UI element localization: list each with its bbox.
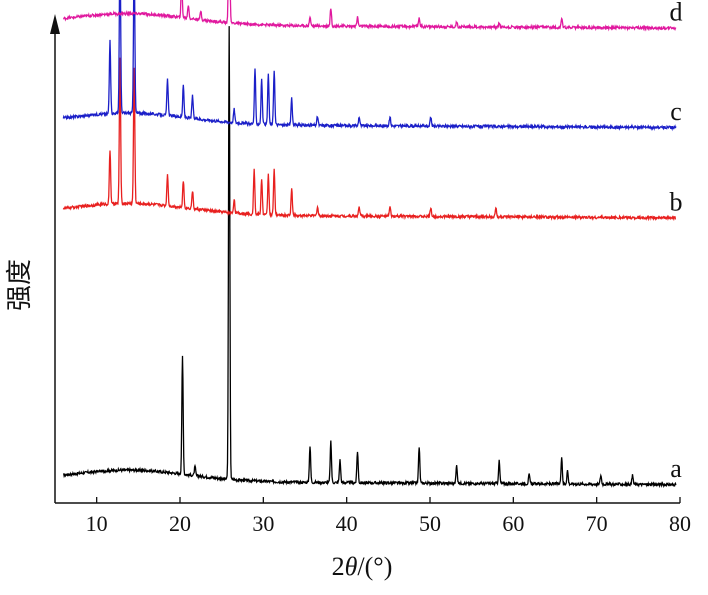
series-label-d: d	[670, 0, 683, 26]
x-axis-title: 2θ/(°)	[332, 552, 393, 581]
series-label-c: c	[670, 97, 682, 126]
x-tick-label: 70	[586, 511, 608, 536]
x-tick-label: 50	[419, 511, 441, 536]
y-axis-arrow-icon	[50, 14, 60, 34]
series-line-a	[63, 26, 677, 489]
x-tick-label: 10	[86, 511, 108, 536]
series-labels: a b c d	[670, 0, 683, 483]
x-tick-label: 60	[502, 511, 524, 536]
series-lines	[62, 0, 677, 489]
series-label-a: a	[670, 454, 682, 483]
x-tick-label: 40	[336, 511, 358, 536]
y-axis-title: 强度	[5, 259, 34, 311]
series-line-c	[62, 0, 677, 132]
x-tick-label: 80	[669, 511, 691, 536]
x-tick-label: 30	[252, 511, 274, 536]
series-line-b	[62, 57, 677, 222]
series-line-d	[62, 0, 677, 32]
x-ticks: 10 20 30 40 50 60 70 80	[86, 497, 691, 536]
axes	[50, 14, 680, 504]
series-label-b: b	[670, 187, 683, 216]
x-tick-label: 20	[169, 511, 191, 536]
